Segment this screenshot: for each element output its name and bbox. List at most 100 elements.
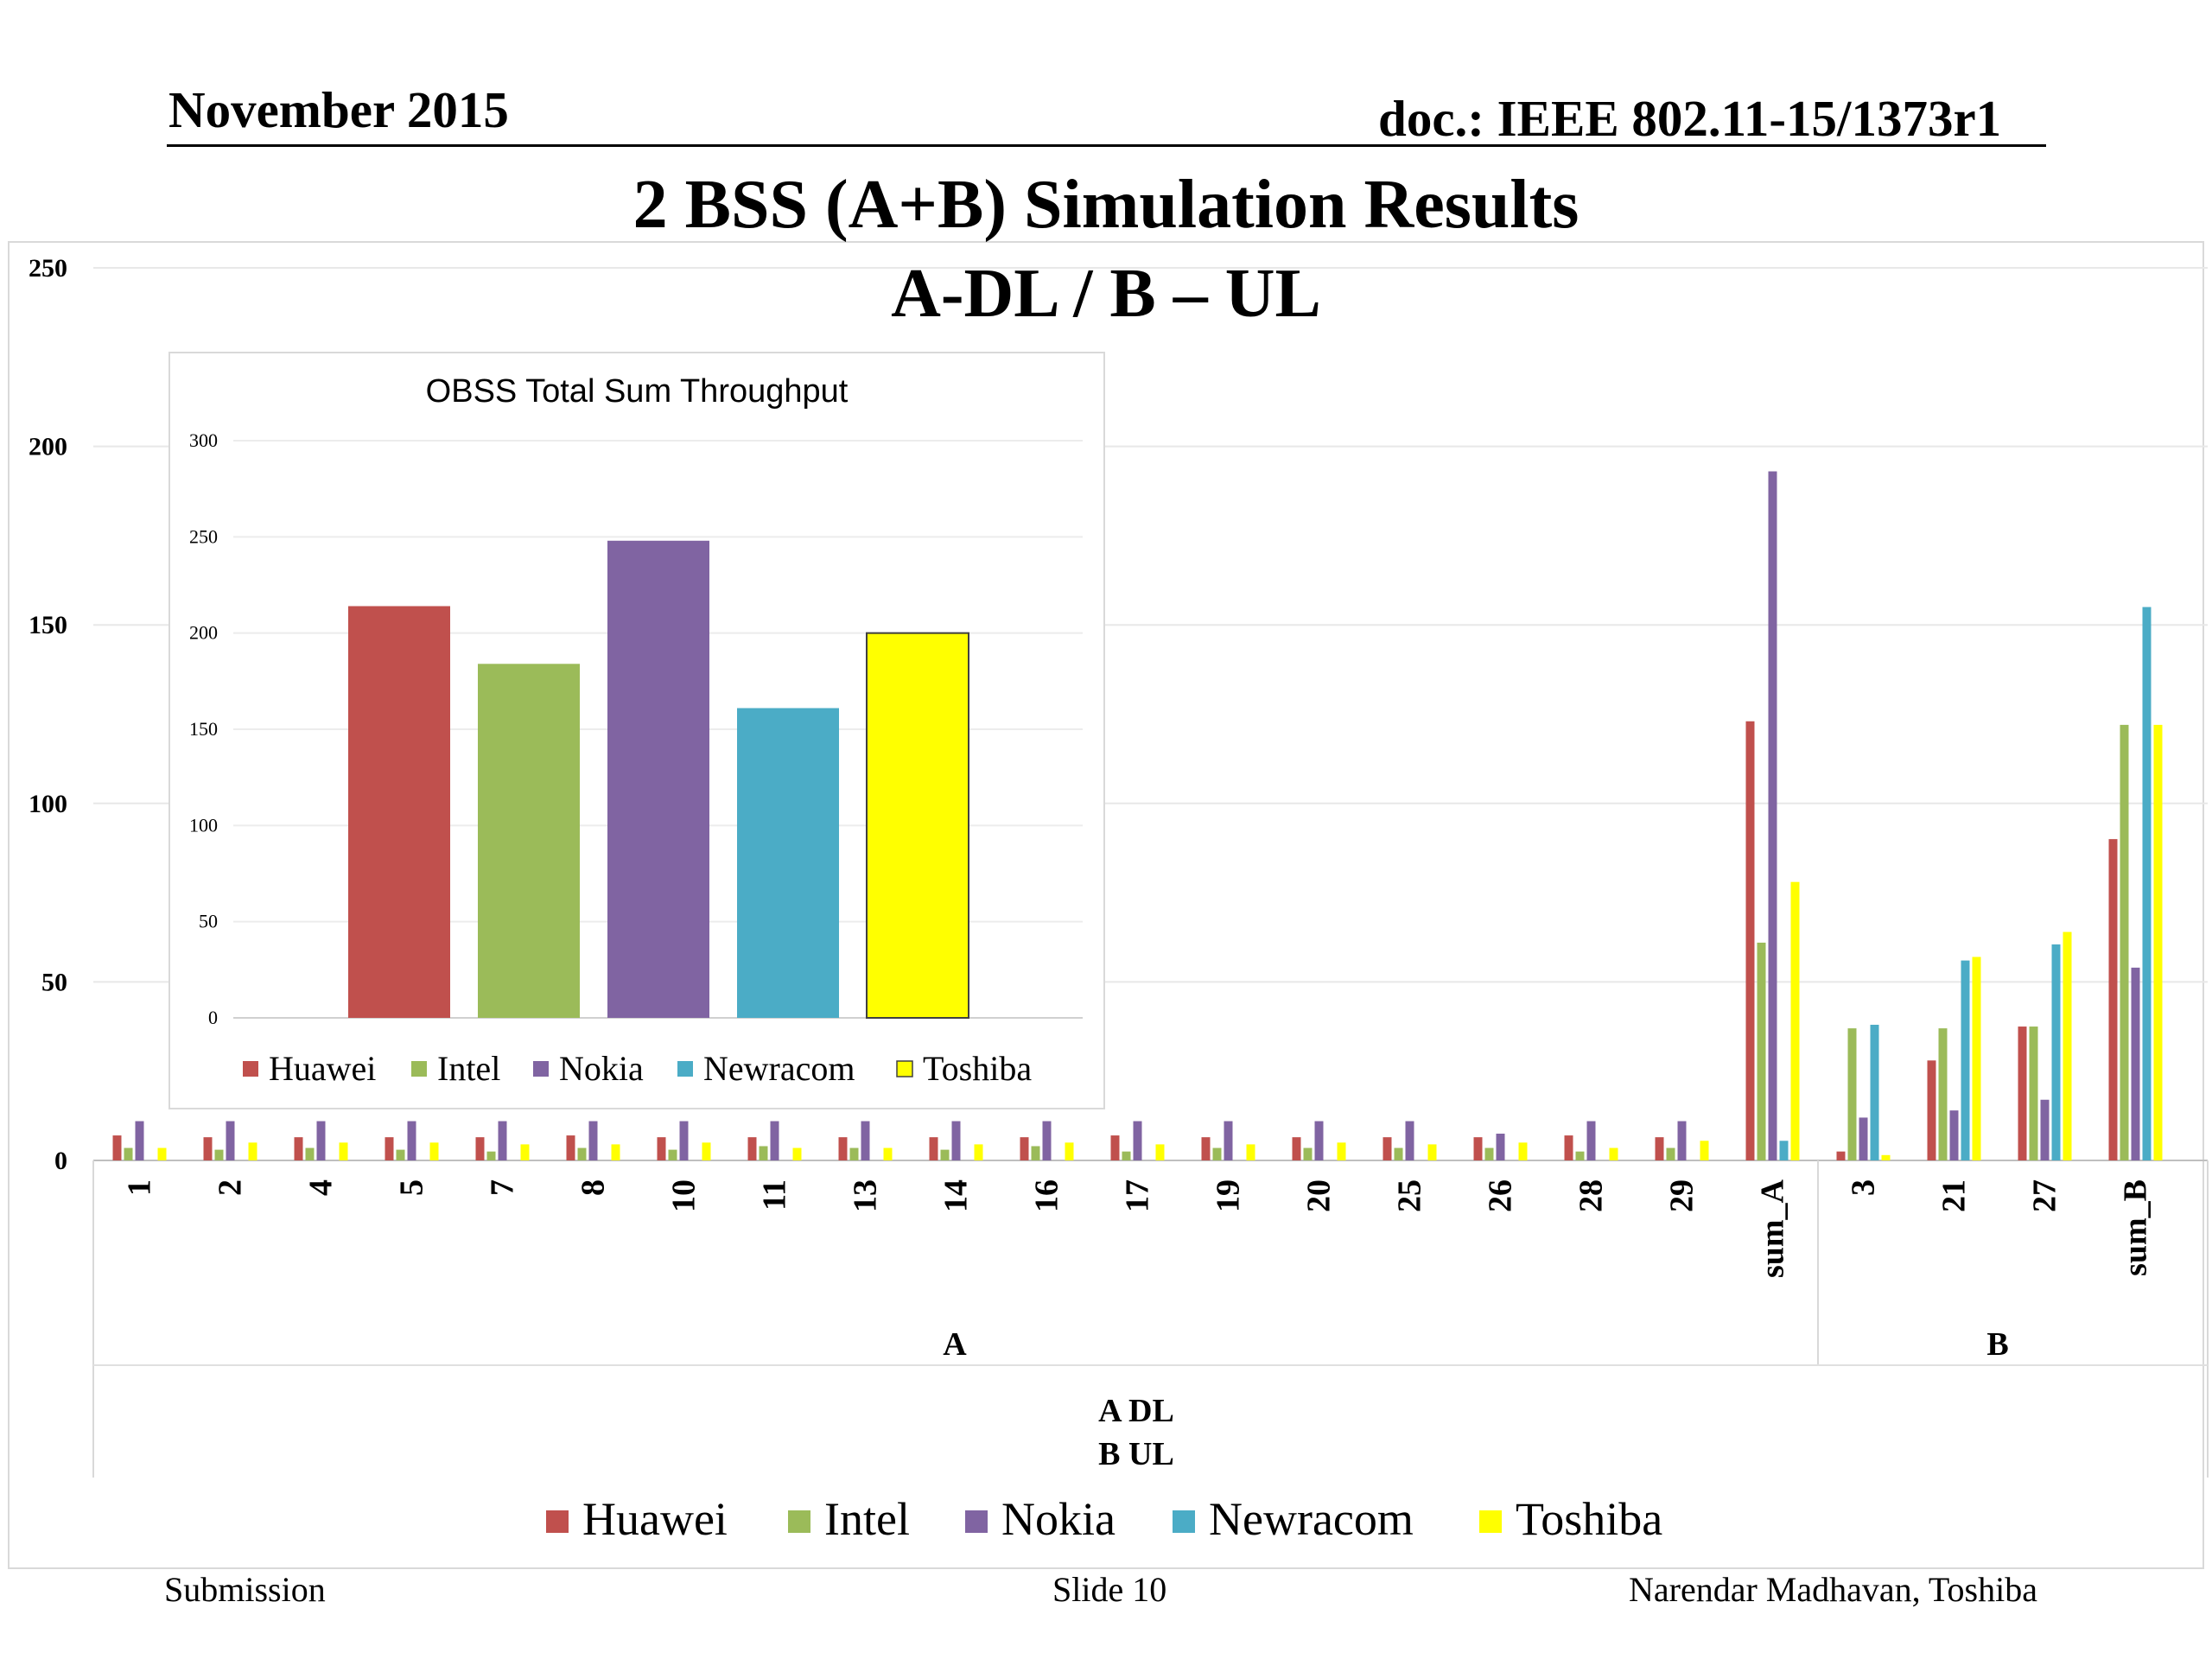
bar — [1757, 942, 1766, 1160]
bar — [1881, 1154, 1891, 1160]
bar — [1473, 1137, 1483, 1160]
inset-legend-label: Toshiba — [923, 1049, 1032, 1088]
bar — [929, 1137, 938, 1160]
bar — [2029, 1027, 2038, 1160]
bar — [1666, 1147, 1675, 1160]
bar — [1314, 1121, 1324, 1160]
inset-y-tick-label: 100 — [189, 814, 218, 836]
y-tick-label: 250 — [29, 254, 67, 283]
y-tick-label: 0 — [54, 1147, 67, 1175]
x-tick-label: 19 — [1211, 1179, 1247, 1212]
bar — [305, 1147, 315, 1160]
legend-label: Toshiba — [1516, 1493, 1662, 1545]
bar — [339, 1142, 348, 1160]
slide-title: 2 BSS (A+B) Simulation Results — [632, 167, 1580, 243]
legend-label: Nokia — [1001, 1493, 1116, 1545]
bar — [1575, 1151, 1585, 1160]
x-tick-label: 25 — [1392, 1179, 1428, 1212]
x-tick-label: 16 — [1029, 1179, 1065, 1212]
bar — [226, 1121, 235, 1160]
bar — [1201, 1137, 1211, 1160]
bar — [861, 1121, 870, 1160]
legend-swatch — [1173, 1510, 1195, 1533]
bar — [759, 1146, 768, 1160]
bar — [883, 1147, 893, 1160]
inset-legend-label: Nokia — [559, 1049, 644, 1088]
bar — [974, 1144, 983, 1160]
bar — [135, 1121, 144, 1160]
bar — [1677, 1121, 1687, 1160]
bar — [2142, 607, 2152, 1160]
bar — [2120, 724, 2129, 1160]
bar — [1927, 1060, 1936, 1160]
bar — [577, 1147, 587, 1160]
bar — [112, 1135, 122, 1160]
header-date: November 2015 — [168, 81, 509, 138]
x-tick-label: 20 — [1301, 1179, 1338, 1212]
bar — [214, 1149, 224, 1160]
legend-swatch — [965, 1510, 988, 1533]
bar — [1042, 1121, 1052, 1160]
bar — [203, 1137, 213, 1160]
inset-legend-swatch — [411, 1061, 427, 1077]
bar — [2040, 1099, 2050, 1160]
bar — [1155, 1144, 1165, 1160]
x-tick-label: 3 — [1846, 1179, 1882, 1196]
bar — [520, 1144, 530, 1160]
bar — [1972, 957, 1981, 1160]
bar — [1768, 471, 1777, 1160]
slide-subtitle: A-DL / B – UL — [891, 256, 1321, 332]
inset-legend-swatch — [243, 1061, 258, 1077]
bar — [157, 1147, 167, 1160]
bar — [294, 1137, 303, 1160]
bar — [1484, 1147, 1494, 1160]
bar — [429, 1142, 439, 1160]
bar — [1110, 1135, 1120, 1160]
bar — [1133, 1121, 1142, 1160]
bar — [407, 1121, 416, 1160]
bar — [124, 1147, 133, 1160]
x-axis-label-line2: B UL — [1098, 1436, 1174, 1472]
bar — [475, 1137, 485, 1160]
bar — [2153, 724, 2163, 1160]
bar — [849, 1147, 859, 1160]
bar — [1847, 1028, 1857, 1160]
bar — [679, 1121, 689, 1160]
x-tick-label: 29 — [1664, 1179, 1700, 1212]
bar — [2131, 967, 2140, 1160]
inset-bar — [607, 540, 709, 1018]
inset-legend-swatch — [896, 1060, 913, 1077]
x-tick-label: 28 — [1573, 1179, 1610, 1212]
inset-legend-swatch — [533, 1061, 549, 1077]
legend-swatch — [546, 1510, 569, 1533]
bar — [1382, 1137, 1392, 1160]
bar — [1020, 1137, 1029, 1160]
bar — [940, 1149, 950, 1160]
y-tick-label: 100 — [29, 790, 67, 818]
bar — [1859, 1117, 1868, 1160]
bar — [1496, 1134, 1505, 1160]
footer-author: Narendar Madhavan, Toshiba — [1629, 1570, 2037, 1609]
bar — [316, 1121, 326, 1160]
inset-y-tick-label: 200 — [189, 622, 218, 644]
x-tick-label: 17 — [1120, 1179, 1156, 1212]
x-tick-label: 13 — [848, 1179, 884, 1212]
inset-y-tick-label: 250 — [189, 525, 218, 547]
x-tick-label: 8 — [575, 1179, 612, 1196]
bar — [2063, 931, 2072, 1160]
bar — [1836, 1151, 1846, 1160]
bar — [1790, 881, 1800, 1160]
x-tick-label: 1 — [122, 1179, 158, 1196]
bar — [951, 1121, 961, 1160]
bar — [1938, 1028, 1948, 1160]
inset-bar — [478, 664, 580, 1018]
x-tick-label: 14 — [938, 1179, 975, 1212]
group-label-b: B — [1986, 1326, 2008, 1363]
bar — [838, 1137, 848, 1160]
inset-legend-swatch — [677, 1061, 693, 1077]
bar — [1609, 1147, 1618, 1160]
bar — [396, 1149, 405, 1160]
bar — [1427, 1144, 1437, 1160]
x-tick-label: sum_A — [1755, 1179, 1791, 1278]
bar — [2018, 1027, 2027, 1160]
